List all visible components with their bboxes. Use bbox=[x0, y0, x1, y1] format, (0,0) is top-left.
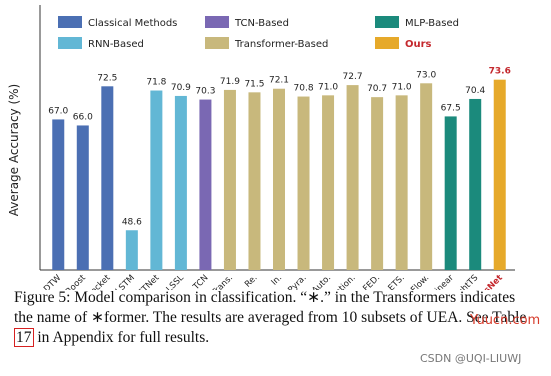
value-label: 70.7 bbox=[367, 84, 387, 94]
legend-swatch bbox=[375, 16, 399, 28]
value-label: 48.6 bbox=[122, 217, 142, 227]
legend-label: RNN-Based bbox=[88, 39, 144, 50]
bar bbox=[444, 116, 457, 270]
value-label: 72.5 bbox=[97, 73, 117, 83]
bar bbox=[199, 99, 212, 270]
bar bbox=[297, 96, 310, 270]
bar bbox=[493, 79, 506, 270]
bar bbox=[125, 230, 138, 270]
caption-text: in Appendix for full results. bbox=[33, 329, 210, 346]
legend-label: TCN-Based bbox=[234, 18, 289, 29]
bar bbox=[248, 92, 261, 270]
x-tick-label: In. bbox=[270, 273, 285, 288]
watermark: Yuucn.com bbox=[470, 313, 541, 328]
caption: Figure 5: Model comparison in classifica… bbox=[14, 288, 534, 348]
y-axis-label: Average Accuracy (%) bbox=[7, 84, 21, 216]
bar bbox=[346, 85, 359, 271]
value-label: 71.0 bbox=[318, 82, 338, 92]
value-label: 73.6 bbox=[489, 67, 511, 77]
chart: Average Accuracy (%) Classical Methods TC… bbox=[7, 5, 515, 290]
bar bbox=[76, 125, 89, 270]
legend-label: Ours bbox=[405, 39, 432, 50]
bar bbox=[52, 119, 65, 270]
caption-text: Figure 5: Model comparison in classifica… bbox=[14, 289, 527, 326]
value-label: 73.0 bbox=[416, 70, 436, 80]
value-label: 67.0 bbox=[48, 106, 68, 116]
bar bbox=[395, 95, 408, 270]
legend-label: Transformer-Based bbox=[234, 39, 328, 50]
legend-swatch bbox=[205, 16, 229, 28]
value-label: 70.9 bbox=[171, 83, 191, 93]
table-ref[interactable]: 17 bbox=[14, 328, 34, 347]
legend-label: MLP-Based bbox=[405, 18, 459, 29]
value-label: 70.8 bbox=[294, 84, 314, 94]
value-label: 71.5 bbox=[244, 79, 264, 89]
bar bbox=[371, 97, 384, 270]
value-label: 71.0 bbox=[392, 82, 412, 92]
value-label: 71.8 bbox=[146, 78, 166, 88]
value-label: 67.5 bbox=[441, 103, 461, 113]
watermark: CSDN @UQI-LIUWJ bbox=[420, 352, 522, 365]
value-label: 72.7 bbox=[343, 72, 363, 82]
legend-swatch bbox=[205, 37, 229, 49]
legend-swatch bbox=[58, 37, 82, 49]
bar bbox=[322, 95, 335, 270]
legend-swatch bbox=[58, 16, 82, 28]
value-label: 70.3 bbox=[195, 87, 215, 97]
bar bbox=[150, 90, 163, 270]
bar bbox=[223, 89, 236, 270]
value-label: 72.1 bbox=[269, 76, 289, 86]
bar bbox=[420, 83, 433, 270]
value-label: 66.0 bbox=[73, 112, 93, 122]
bar bbox=[273, 88, 285, 270]
value-label: 71.9 bbox=[220, 77, 240, 87]
bar bbox=[174, 95, 187, 271]
bar bbox=[469, 98, 482, 270]
value-label: 70.4 bbox=[465, 86, 485, 96]
legend-swatch bbox=[375, 37, 399, 49]
legend-label: Classical Methods bbox=[88, 18, 177, 29]
bar bbox=[101, 86, 114, 270]
